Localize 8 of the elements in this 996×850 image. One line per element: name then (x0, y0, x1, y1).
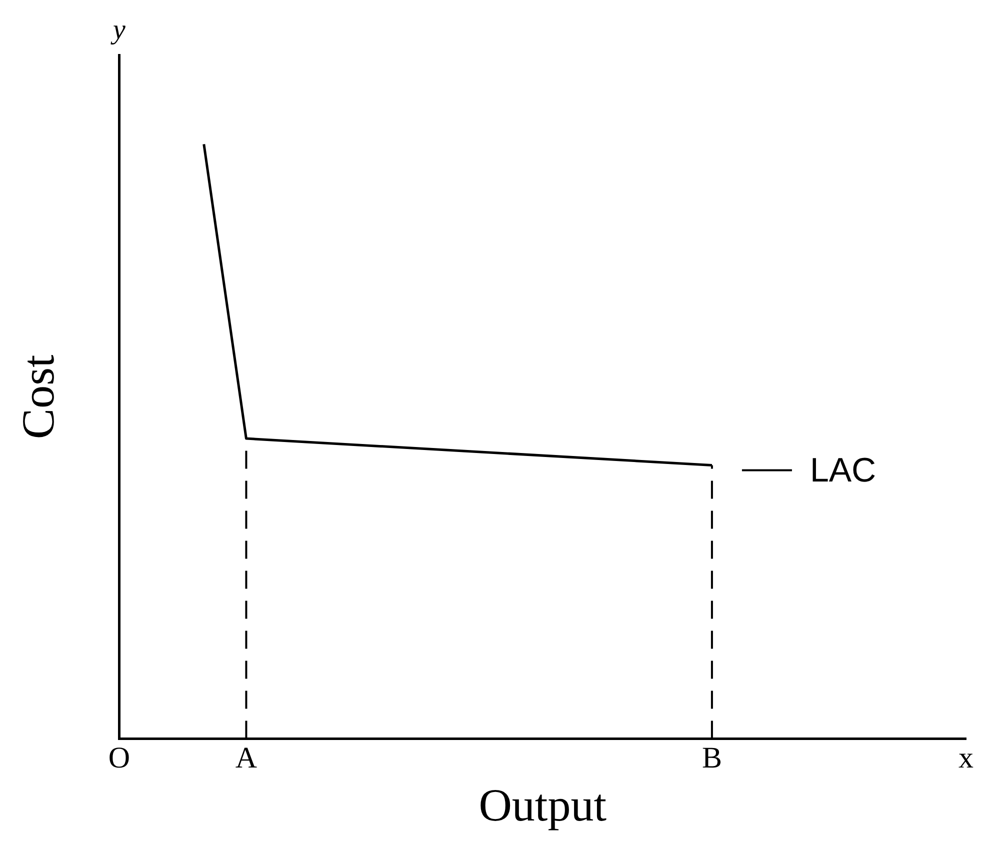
x-tick-label: A (235, 742, 258, 775)
legend-label: LAC (810, 452, 876, 490)
x-axis-title: Output (478, 779, 607, 830)
x-tick-label: B (702, 742, 722, 775)
x-tick-label: x (958, 742, 974, 775)
x-tick-label: O (108, 742, 130, 775)
y-axis-title: Cost (12, 354, 64, 440)
text: y (110, 14, 126, 46)
